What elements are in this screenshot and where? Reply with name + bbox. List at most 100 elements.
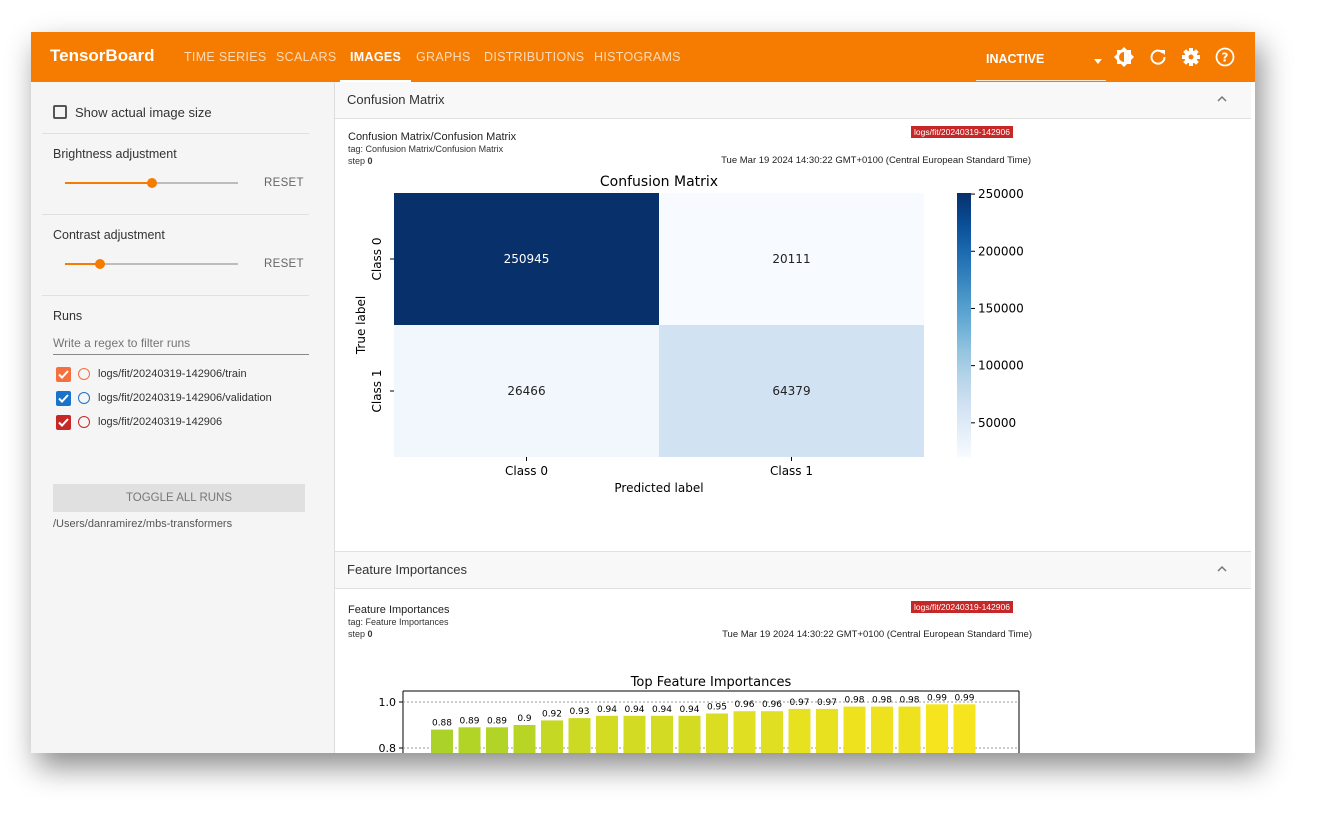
tab-graphs[interactable]: GRAPHS: [416, 50, 471, 64]
runs-filter-input[interactable]: [53, 332, 309, 355]
bar-value-label: 0.89: [487, 716, 507, 726]
run-name-validation: logs/fit/20240319-142906/validation: [98, 392, 272, 404]
bar: [458, 727, 481, 753]
bar: [596, 715, 618, 753]
tensorboard-window: TensorBoard TIME SERIES SCALARS IMAGES G…: [31, 32, 1255, 753]
tab-images[interactable]: IMAGES: [339, 32, 412, 82]
run-name-train: logs/fit/20240319-142906/train: [98, 368, 247, 380]
bar-value-label: 0.9: [517, 714, 532, 724]
contrast-reset-button[interactable]: RESET: [264, 258, 304, 270]
bar-value-label: 0.93: [569, 707, 589, 717]
logdir-path: /Users/danramirez/mbs-transformers: [53, 518, 233, 530]
image-size-section: Show actual image size: [42, 82, 309, 134]
bar-value-label: 0.96: [734, 700, 754, 710]
help-icon[interactable]: ?: [1214, 46, 1236, 68]
x-axis-label: Predicted label: [614, 481, 703, 495]
colorbar-tick-label: 100000: [978, 359, 1024, 373]
tab-scalars[interactable]: SCALARS: [276, 50, 337, 64]
step-label: step: [348, 629, 366, 639]
feature-importances-chart: Top Feature Importances 1.0 0.8 0.88 0.89 0.8…: [379, 675, 1020, 753]
bar-value-label: 0.98: [844, 696, 864, 706]
status-dropdown-label: INACTIVE: [986, 52, 1045, 66]
heatmap-cell: [659, 325, 924, 457]
runs-label: Runs: [53, 309, 83, 323]
bar-value-label: 0.94: [679, 705, 699, 715]
run-color-circle-root[interactable]: [78, 416, 90, 428]
theme-icon[interactable]: [1113, 46, 1135, 68]
heatmap-cell: [394, 325, 659, 457]
bar: [623, 715, 646, 753]
y-tick-label: Class 1: [370, 369, 384, 412]
bar: [541, 720, 563, 753]
brightness-slider-thumb[interactable]: [146, 178, 157, 188]
step-value: 0: [367, 629, 373, 639]
bar-value-label: 0.94: [652, 705, 672, 715]
tab-histograms[interactable]: HISTOGRAMS: [594, 50, 681, 64]
colorbar: [957, 193, 971, 457]
contrast-slider-thumb[interactable]: [94, 259, 105, 269]
colorbar-tick-label: 200000: [978, 244, 1024, 258]
y-tick-label: Class 0: [370, 237, 384, 280]
card-tag: tag: Confusion Matrix/Confusion Matrix: [348, 144, 504, 154]
bar: [513, 725, 536, 753]
card-timestamp: Tue Mar 19 2024 14:30:22 GMT+0100 (Centr…: [721, 155, 1031, 166]
card-timestamp: Tue Mar 19 2024 14:30:22 GMT+0100 (Centr…: [722, 629, 1032, 640]
bar-value-label: 0.88: [432, 719, 452, 729]
card-title: Feature Importances: [348, 604, 450, 616]
tab-distributions[interactable]: DISTRIBUTIONS: [484, 50, 585, 64]
toggle-all-runs-button[interactable]: TOGGLE ALL RUNS: [53, 484, 305, 512]
run-badge: logs/fit/20240319-142906: [911, 126, 1013, 138]
show-actual-size-checkbox[interactable]: [53, 105, 67, 119]
contrast-slider-fill: [65, 263, 100, 265]
feature-importances-panel-header[interactable]: Feature Importances: [335, 551, 1251, 589]
brightness-label: Brightness adjustment: [53, 147, 177, 161]
panel-title: Confusion Matrix: [347, 92, 445, 107]
refresh-icon[interactable]: [1147, 46, 1169, 68]
colorbar-tick-label: 250000: [978, 187, 1024, 201]
bar: [761, 711, 783, 753]
run-checkbox-train[interactable]: [56, 367, 71, 382]
bar: [733, 711, 756, 753]
run-checkbox-validation[interactable]: [56, 391, 71, 406]
run-color-circle-train[interactable]: [78, 368, 90, 380]
chevron-up-icon[interactable]: [1215, 562, 1229, 576]
x-tick-label: Class 1: [770, 464, 813, 478]
run-badge: logs/fit/20240319-142906: [911, 601, 1013, 613]
card-title: Confusion Matrix/Confusion Matrix: [348, 131, 517, 143]
panel-title: Feature Importances: [347, 562, 467, 577]
y-tick-label: 0.8: [379, 742, 397, 753]
bar: [651, 715, 673, 753]
card-tag: tag: Feature Importances: [348, 617, 449, 627]
cell-value-label: 26466: [507, 384, 545, 398]
reload-status-dropdown[interactable]: INACTIVE: [976, 42, 1106, 81]
bar-value-label: 0.97: [817, 698, 837, 708]
bar: [431, 729, 453, 753]
run-name-root: logs/fit/20240319-142906: [98, 416, 223, 428]
bar: [843, 706, 866, 753]
top-app-bar: TensorBoard TIME SERIES SCALARS IMAGES G…: [31, 32, 1255, 82]
bar: [568, 718, 591, 753]
tab-time-series[interactable]: TIME SERIES: [184, 50, 267, 64]
chevron-up-icon[interactable]: [1215, 92, 1229, 106]
bar-value-label: 0.95: [707, 703, 727, 713]
step-value: 0: [367, 156, 373, 166]
confusion-matrix-panel-header[interactable]: Confusion Matrix: [335, 82, 1251, 119]
y-tick-label: 1.0: [379, 696, 397, 709]
step-label: step: [348, 156, 366, 166]
show-actual-size-label: Show actual image size: [75, 105, 212, 120]
contrast-slider-track[interactable]: [65, 263, 238, 265]
bar: [871, 706, 893, 753]
bar-value-label: 0.92: [542, 709, 562, 719]
bar-value-label: 0.99: [927, 693, 947, 703]
bar: [706, 713, 728, 753]
brightness-reset-button[interactable]: RESET: [264, 177, 304, 189]
run-checkbox-root[interactable]: [56, 415, 71, 430]
brightness-section: Brightness adjustment RESET: [42, 134, 309, 215]
svg-text:?: ?: [1222, 51, 1229, 65]
colorbar-tick-label: 50000: [978, 416, 1016, 430]
bar-value-label: 0.94: [624, 705, 644, 715]
bar: [788, 708, 811, 753]
bar-value-label: 0.94: [597, 705, 617, 715]
run-color-circle-validation[interactable]: [78, 392, 90, 404]
settings-icon[interactable]: [1180, 46, 1202, 68]
